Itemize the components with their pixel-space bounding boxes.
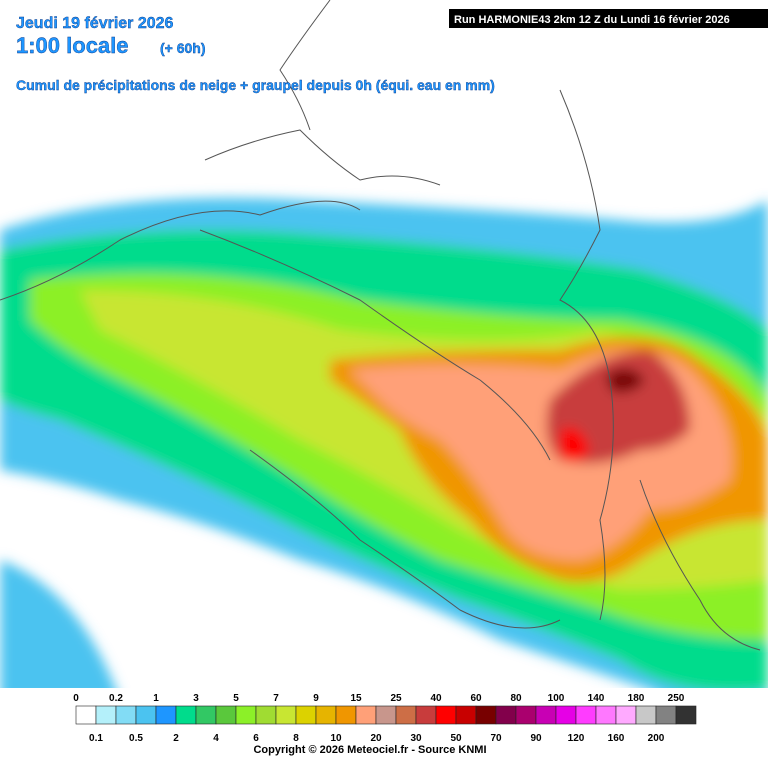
- legend-swatch: [155, 705, 177, 725]
- legend-label: 200: [648, 733, 665, 744]
- legend-swatch: [375, 705, 397, 725]
- legend-swatch: [175, 705, 197, 725]
- legend-label: 100: [548, 693, 565, 704]
- legend-swatch: [395, 705, 417, 725]
- legend-swatch: [275, 705, 297, 725]
- legend-label: 4: [213, 733, 219, 744]
- precipitation-field: [0, 198, 768, 708]
- copyright: Copyright © 2026 Meteociel.fr - Source K…: [253, 744, 486, 756]
- legend-swatch: [535, 705, 557, 725]
- legend-label: 70: [490, 733, 502, 744]
- legend-label: 7: [273, 693, 279, 704]
- legend-swatch: [75, 705, 97, 725]
- legend-label: 25: [390, 693, 402, 704]
- legend-swatch: [515, 705, 537, 725]
- legend-label: 120: [568, 733, 585, 744]
- legend-label: 80: [510, 693, 522, 704]
- legend-label: 3: [193, 693, 199, 704]
- run-box: [449, 9, 768, 28]
- legend-swatch: [435, 705, 457, 725]
- legend-label: 180: [628, 693, 645, 704]
- legend-label: 0.1: [89, 733, 103, 744]
- legend-swatch: [195, 705, 217, 725]
- legend-swatch: [595, 705, 617, 725]
- legend-label: 0: [73, 693, 79, 704]
- legend-swatch: [295, 705, 317, 725]
- legend-label: 30: [410, 733, 422, 744]
- legend-swatch: [335, 705, 357, 725]
- legend-swatch: [615, 705, 637, 725]
- legend-swatch: [315, 705, 337, 725]
- legend-swatch: [495, 705, 517, 725]
- legend-swatch: [135, 705, 157, 725]
- legend-swatch: [635, 705, 657, 725]
- legend-label: 5: [233, 693, 239, 704]
- legend-label: 15: [350, 693, 362, 704]
- legend-swatch: [575, 705, 597, 725]
- run-label: Run HARMONIE43 2km 12 Z du Lundi 16 févr…: [454, 14, 730, 26]
- legend-label: 8: [293, 733, 299, 744]
- legend-label: 6: [253, 733, 259, 744]
- legend-label: 40: [430, 693, 442, 704]
- borders: [0, 0, 761, 651]
- legend-label: 0.5: [129, 733, 143, 744]
- legend-swatch: [215, 705, 237, 725]
- legend-label: 10: [330, 733, 342, 744]
- legend-label: 90: [530, 733, 542, 744]
- legend-label: 2: [173, 733, 179, 744]
- legend-label: 20: [370, 733, 382, 744]
- subtitle: Cumul de précipitations de neige + graup…: [16, 77, 495, 93]
- legend: 0 0.1 0.2 0.5 1 2 3 4 5 6 7 8 9 10 15 20 25 30 40 50 60 70 80 9…: [73, 693, 697, 744]
- legend-label: 50: [450, 733, 462, 744]
- legend-swatch: [555, 705, 577, 725]
- lead-time: (+ 60h): [160, 40, 206, 56]
- legend-swatch: [675, 705, 697, 725]
- legend-label: 9: [313, 693, 319, 704]
- legend-swatch: [115, 705, 137, 725]
- legend-label: 1: [153, 693, 159, 704]
- legend-label: 140: [588, 693, 605, 704]
- legend-background: [0, 688, 768, 768]
- legend-swatch: [255, 705, 277, 725]
- legend-label: 0.2: [109, 693, 123, 704]
- legend-swatch: [655, 705, 677, 725]
- legend-label: 250: [668, 693, 685, 704]
- legend-swatch: [355, 705, 377, 725]
- legend-swatch: [475, 705, 497, 725]
- legend-label: 60: [470, 693, 482, 704]
- date: Jeudi 19 février 2026: [16, 15, 174, 32]
- legend-swatch: [95, 705, 117, 725]
- time: 1:00 locale: [16, 33, 129, 58]
- legend-swatch: [455, 705, 477, 725]
- legend-label: 160: [608, 733, 625, 744]
- legend-swatch: [415, 705, 437, 725]
- legend-swatch: [235, 705, 257, 725]
